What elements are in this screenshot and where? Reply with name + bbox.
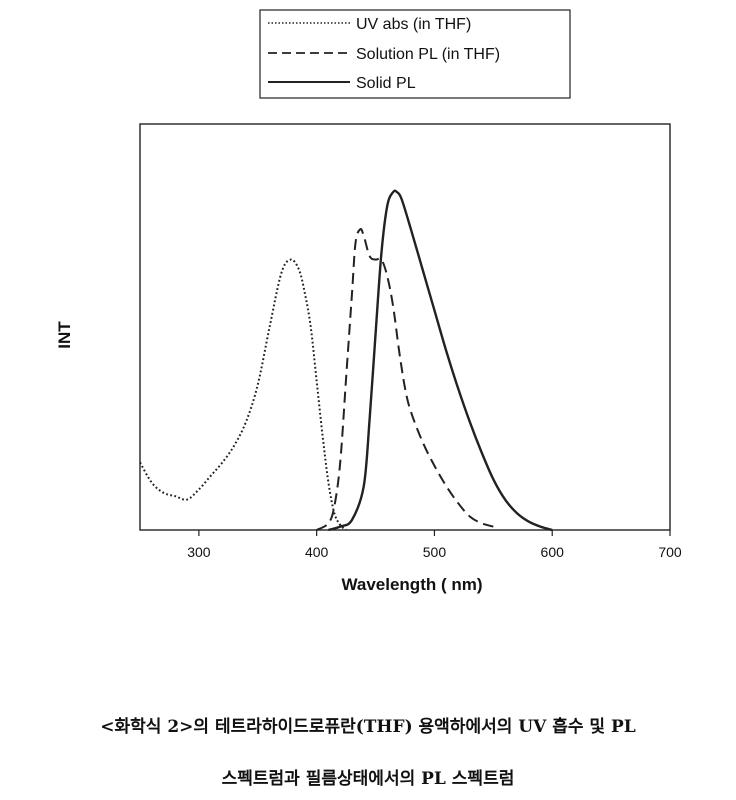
legend-label-uv-abs: UV abs (in THF) [356,16,471,33]
x-tick-label-700: 700 [658,544,682,560]
plot-area-frame [140,124,670,530]
x-tick-label-400: 400 [305,544,329,560]
x-tick-label-500: 500 [423,544,447,560]
figure-caption-line-2: 스펙트럼과 필름상태에서의 PL 스펙트럼 [0,764,736,789]
x-tick-label-600: 600 [541,544,565,560]
x-axis-title: Wavelength ( nm) [341,575,482,594]
series-solid-pl [328,191,552,530]
x-tick-label-300: 300 [187,544,211,560]
series-solution-pl [317,229,494,530]
series-uv-abs [140,260,346,530]
y-axis-title: INT [55,321,74,349]
legend-label-solution-pl: Solution PL (in THF) [356,46,500,63]
legend-label-solid-pl: Solid PL [356,75,416,92]
x-axis-ticks: 300 400 500 600 700 [187,530,682,560]
legend: UV abs (in THF) Solution PL (in THF) Sol… [260,10,570,98]
figure-caption-line-1: <화학식 2>의 테트라하이드로퓨란(THF) 용액하에서의 UV 흡수 및 P… [0,712,736,737]
